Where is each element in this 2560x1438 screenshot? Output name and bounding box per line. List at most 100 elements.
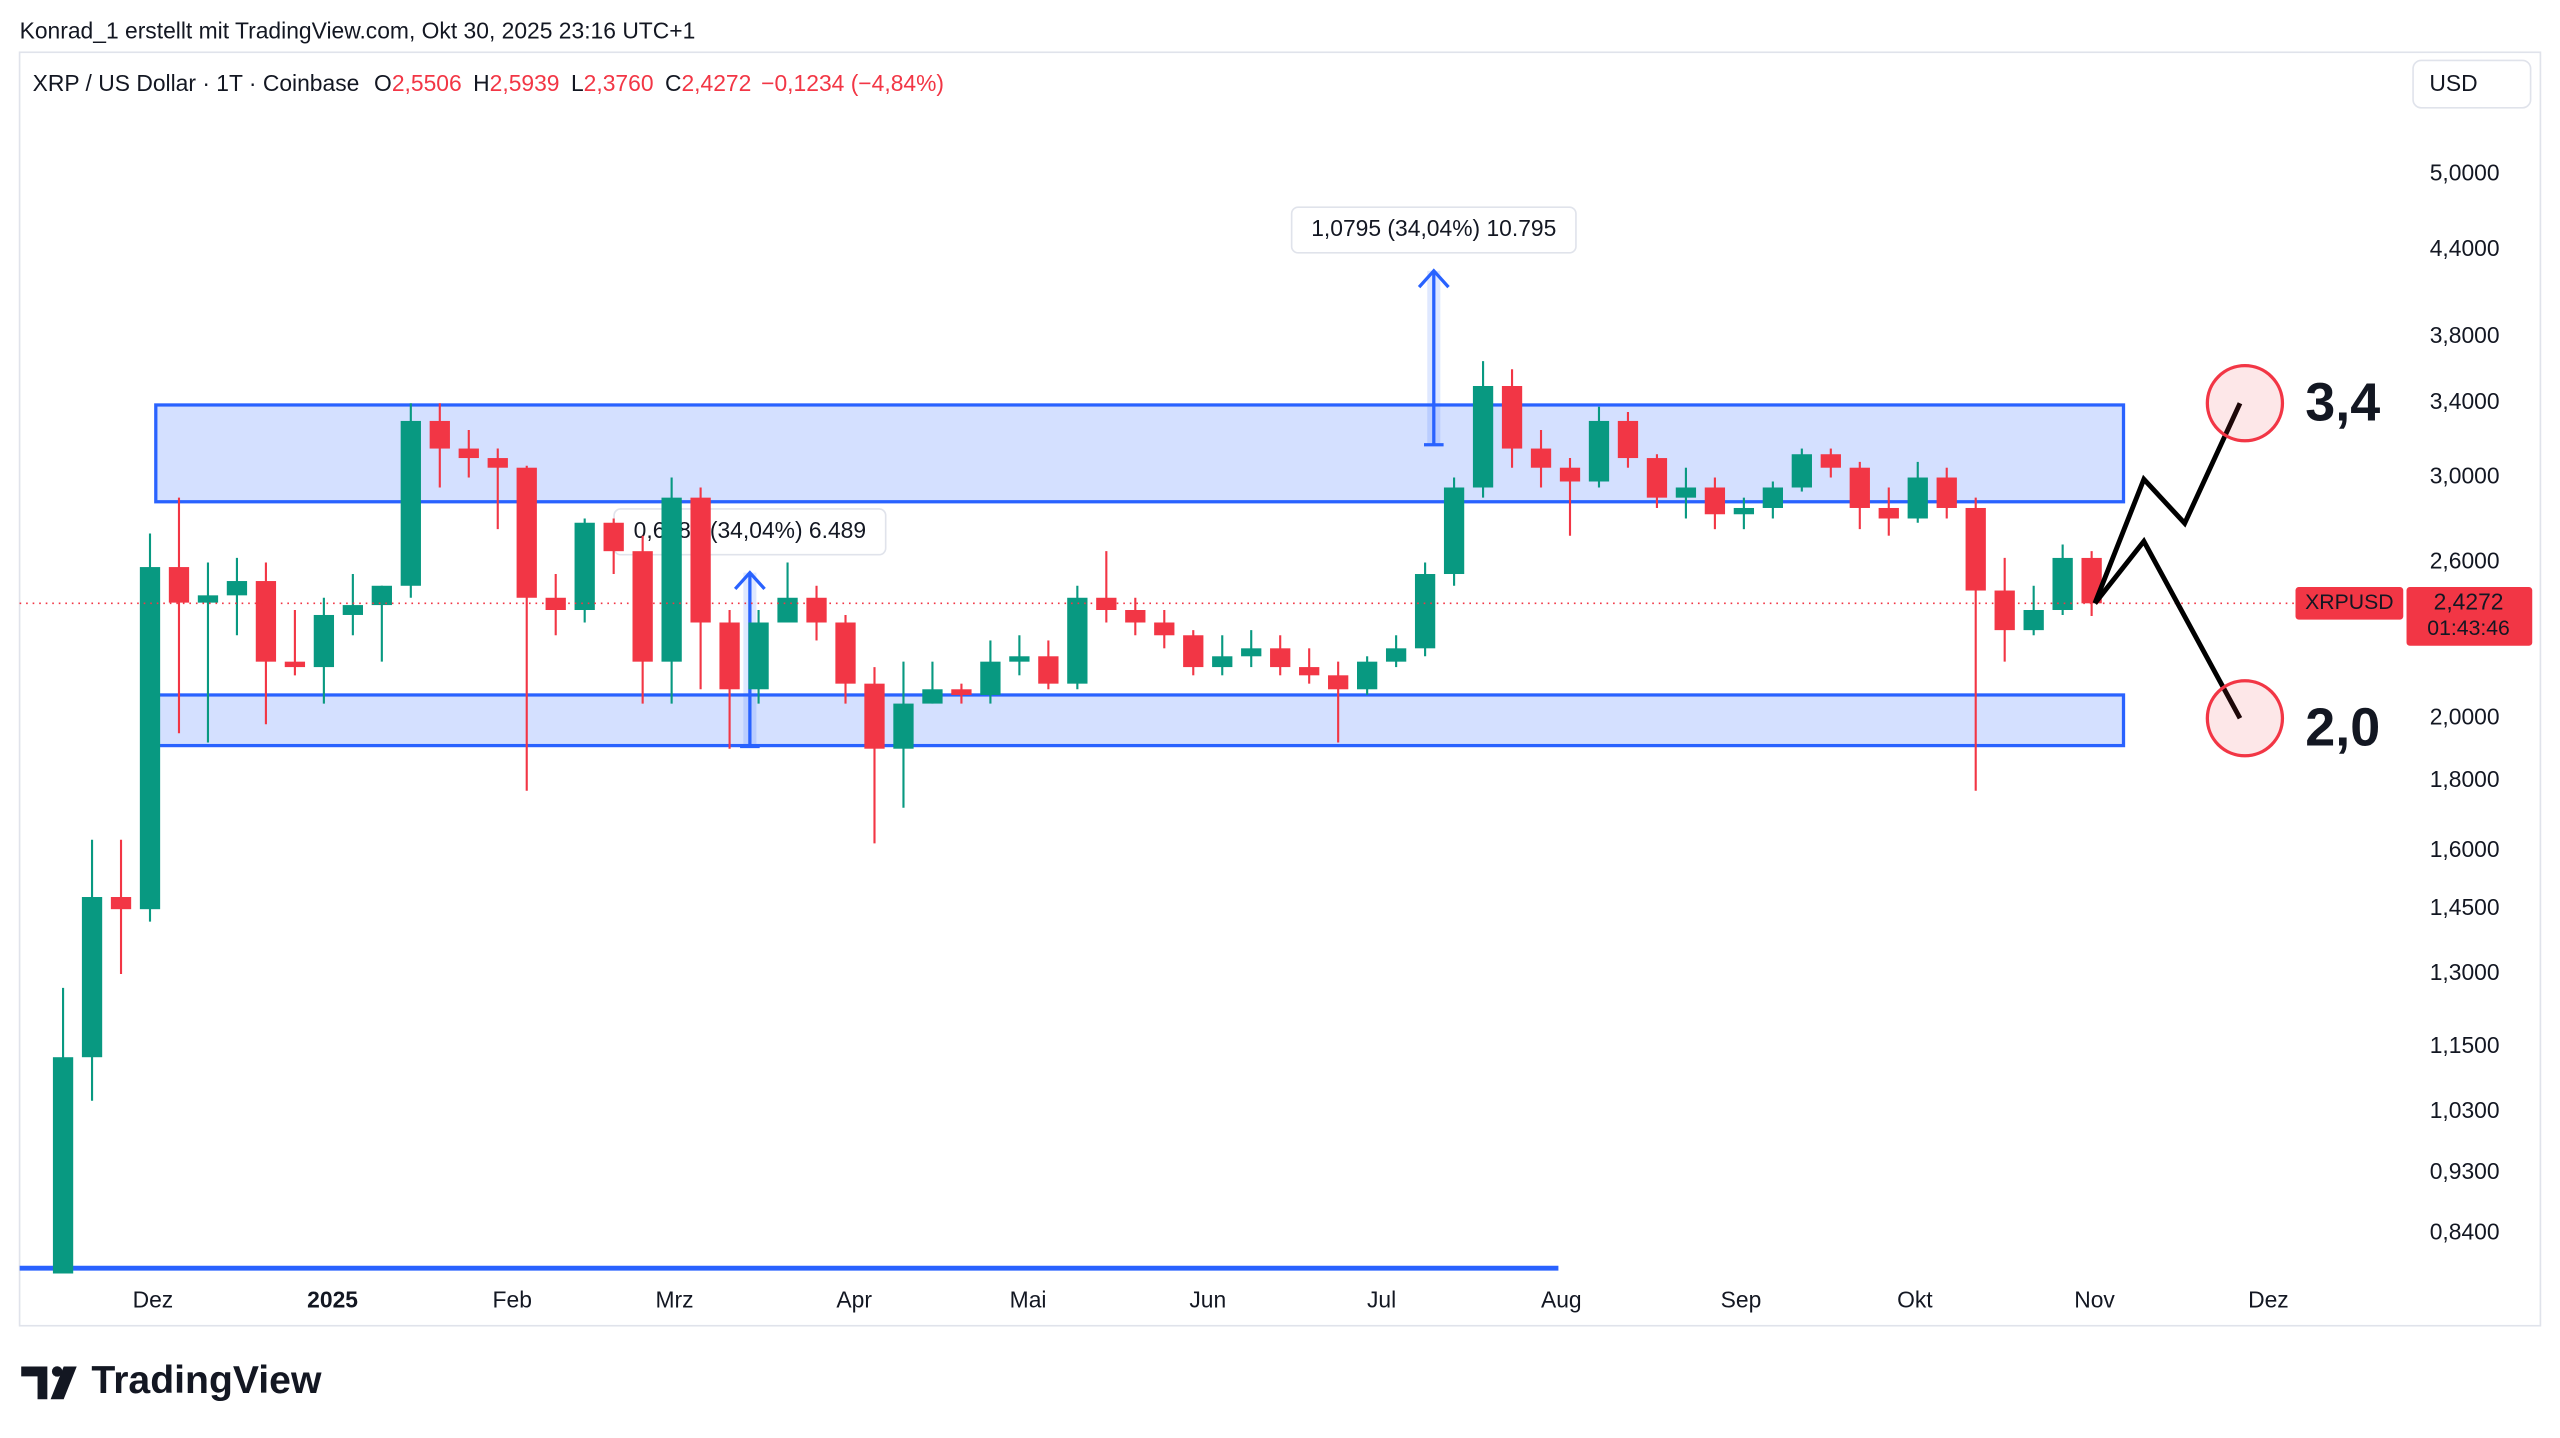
candle-body xyxy=(1965,507,1986,591)
y-tick-label: 1,0300 xyxy=(2430,1097,2500,1123)
candle-body xyxy=(980,661,1001,695)
scenario-path xyxy=(2092,536,2243,720)
candle-body xyxy=(1443,487,1465,575)
logo-slash xyxy=(50,1366,77,1400)
y-tick-label: 0,8400 xyxy=(2430,1218,2500,1244)
candle-body xyxy=(1299,667,1320,676)
candle-body xyxy=(1762,487,1783,508)
candle-body xyxy=(226,581,248,596)
candle-body xyxy=(1501,386,1523,449)
x-tick-label: Mrz xyxy=(655,1286,693,1312)
measure-arrowhead xyxy=(1417,268,1450,289)
candle-body xyxy=(1270,648,1291,668)
ticker-tag-label: XRPUSD xyxy=(2305,591,2393,614)
legend-value: 2,5939 xyxy=(490,70,560,96)
candle-body xyxy=(2081,557,2102,604)
change-value: −0,1234 (−4,84%) xyxy=(761,70,944,96)
candle-body xyxy=(284,661,306,668)
candle-body xyxy=(922,689,943,704)
x-tick-label: Jul xyxy=(1367,1286,1396,1312)
symbol-legend: XRP / US Dollar · 1T · Coinbase O2,5506 H2… xyxy=(33,70,944,96)
target-label: 3,4 xyxy=(2305,373,2380,433)
legend-value: 2,5506 xyxy=(392,70,462,96)
target-label: 2,0 xyxy=(2305,698,2380,758)
brand-name: TradingView xyxy=(91,1359,322,1402)
candle-body xyxy=(603,522,624,552)
y-tick-label: 4,4000 xyxy=(2430,235,2500,261)
candle-body xyxy=(371,585,392,606)
candle-body xyxy=(1038,656,1059,684)
candle-body xyxy=(52,1057,74,1274)
target-marker xyxy=(2205,679,2285,758)
currency-button[interactable] xyxy=(2412,59,2532,109)
y-tick-label: 3,8000 xyxy=(2430,322,2500,348)
legend-key: C xyxy=(665,70,682,96)
range-zone xyxy=(154,693,2126,748)
y-tick-label: 1,3000 xyxy=(2430,959,2500,985)
candle-body xyxy=(1936,477,1957,508)
x-tick-label: Aug xyxy=(1541,1286,1582,1312)
legend-key: L xyxy=(571,70,584,96)
candle-body xyxy=(719,622,740,690)
candle-body xyxy=(197,595,219,603)
y-tick-label: 0,9300 xyxy=(2430,1158,2500,1184)
candle-body xyxy=(1125,610,1146,623)
measure-arrowhead xyxy=(733,570,766,591)
candle-body xyxy=(1067,597,1088,684)
candle-body xyxy=(1154,622,1175,636)
price-tag-countdown: 01:43:46 xyxy=(2427,617,2510,640)
x-tick-label: Dez xyxy=(133,1286,174,1312)
candle-body xyxy=(1559,467,1581,482)
legend-value: 2,3760 xyxy=(584,70,654,96)
y-tick-label: 3,0000 xyxy=(2430,463,2500,489)
y-tick-label: 2,0000 xyxy=(2430,703,2500,729)
candle-body xyxy=(313,614,335,668)
candle-body xyxy=(1704,487,1726,515)
logo-dot xyxy=(51,1366,63,1377)
legend-value: 2,4272 xyxy=(681,70,751,96)
candle-body xyxy=(1096,597,1117,611)
measure-label: 1,0795 (34,04%) 10.795 xyxy=(1311,215,1556,241)
x-tick-label: Mai xyxy=(1010,1286,1047,1312)
x-tick-label: Jun xyxy=(1189,1286,1226,1312)
candle-body xyxy=(777,597,798,623)
scenario-path xyxy=(2092,402,2243,605)
candle-body xyxy=(342,605,363,615)
y-tick-label: 1,4500 xyxy=(2430,894,2500,920)
candle-body xyxy=(1009,656,1030,662)
x-tick-label: Okt xyxy=(1897,1286,1933,1312)
credit: Konrad_1 erstellt mit TradingView.com, O… xyxy=(20,18,696,44)
candle-body xyxy=(951,689,972,695)
candle-body xyxy=(1472,386,1494,488)
y-tick-label: 1,6000 xyxy=(2430,836,2500,862)
candle-body xyxy=(1646,458,1668,498)
candle-body xyxy=(1385,648,1407,662)
logo-mark xyxy=(21,1366,48,1400)
chart-frame xyxy=(18,51,2542,1327)
x-tick-label: Apr xyxy=(836,1286,872,1312)
candle-body xyxy=(661,497,682,662)
range-zone xyxy=(154,403,2126,504)
candle-body xyxy=(429,420,450,449)
symbol-name: XRP / US Dollar · 1T · Coinbase xyxy=(33,70,360,96)
candle-body xyxy=(1414,574,1436,649)
candle-body xyxy=(2052,557,2073,611)
measure-label-box xyxy=(1290,206,1577,254)
candle-body xyxy=(893,703,914,749)
candle-body xyxy=(864,683,885,749)
target-marker xyxy=(2205,364,2285,443)
candle-body xyxy=(1241,648,1262,657)
legend-key: O xyxy=(374,70,392,96)
candle-body xyxy=(1878,507,1899,519)
currency-label: USD xyxy=(2429,70,2477,96)
y-tick-label: 2,6000 xyxy=(2430,548,2500,574)
candle-body xyxy=(1588,420,1610,482)
candle-body xyxy=(748,622,769,690)
candle-body xyxy=(1357,661,1378,690)
candle-body xyxy=(458,448,479,459)
candle-body xyxy=(1820,454,1841,468)
